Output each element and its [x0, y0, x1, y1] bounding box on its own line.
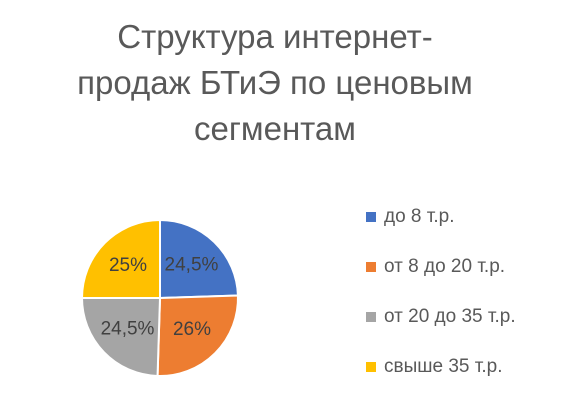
chart-title: Структура интернет-продаж БТиЭ по ценовы…: [77, 18, 473, 147]
legend-swatch: [366, 312, 376, 322]
legend-swatch: [366, 212, 376, 222]
pie-slice: [80, 297, 162, 377]
pie-slice: [80, 218, 161, 299]
legend-label: до 8 т.р.: [384, 206, 455, 227]
pie-slice: [156, 294, 239, 377]
legend-swatch: [366, 362, 376, 372]
legend-swatch: [366, 262, 376, 272]
legend-label: от 8 до 20 т.р.: [384, 256, 505, 277]
data-label: 25%: [109, 255, 147, 276]
data-label: 26%: [173, 319, 211, 340]
data-label: 24,5%: [101, 318, 155, 339]
legend-label: свыше 35 т.р.: [384, 356, 502, 377]
pie-slice: [159, 218, 239, 300]
legend-label: от 20 до 35 т.р.: [384, 306, 516, 327]
data-label: 24,5%: [165, 255, 219, 276]
